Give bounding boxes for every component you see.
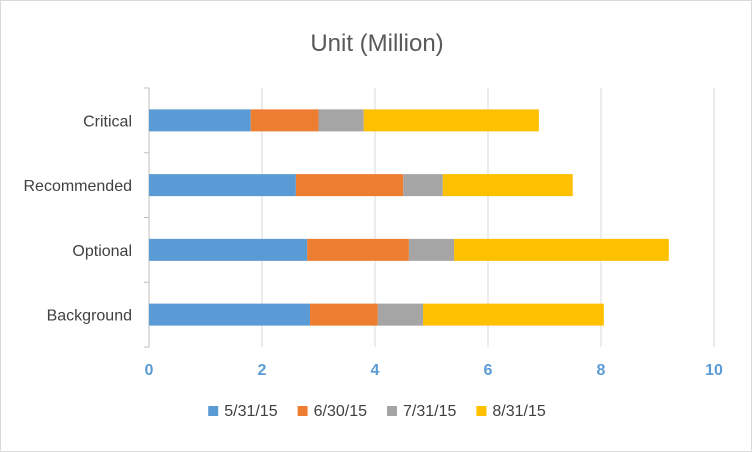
bar-optional-8-31-15 (454, 238, 669, 261)
x-tick-labels: 0 2 4 6 8 10 (145, 362, 723, 379)
bar-recommended-6-30-15 (295, 174, 404, 197)
legend-item-7-31-15: 7/31/15 (387, 403, 456, 420)
category-label-critical: Critical (83, 113, 132, 130)
bar-optional-5-31-15 (149, 238, 308, 261)
legend-item-8-31-15: 8/31/15 (476, 403, 546, 420)
legend-label-6-30-15: 6/30/15 (314, 403, 367, 420)
bar-recommended-8-31-15 (442, 174, 573, 197)
chart-title: Unit (Million) (310, 30, 443, 57)
category-label-background: Background (47, 308, 132, 325)
legend-label-8-31-15: 8/31/15 (492, 403, 545, 420)
bar-critical-6-30-15 (250, 109, 319, 132)
bar-critical-8-31-15 (363, 109, 539, 132)
legend-item-6-30-15: 6/30/15 (297, 403, 367, 420)
bar-critical-5-31-15 (149, 109, 251, 132)
x-tick-label-6: 6 (484, 362, 493, 379)
legend: 5/31/15 6/30/15 7/31/15 8/31/15 (208, 403, 546, 420)
bars (149, 109, 669, 326)
legend-item-5-31-15: 5/31/15 (208, 403, 278, 420)
category-axis (144, 87, 150, 348)
x-tick-label-2: 2 (258, 362, 267, 379)
category-label-recommended: Recommended (24, 178, 133, 195)
legend-swatch-6-30-15 (297, 406, 308, 416)
x-tick-label-8: 8 (597, 362, 606, 379)
bar-background-5-31-15 (149, 303, 311, 326)
legend-swatch-8-31-15 (476, 406, 487, 416)
legend-swatch-5-31-15 (208, 406, 219, 416)
bar-background-7-31-15 (377, 303, 424, 326)
legend-label-7-31-15: 7/31/15 (403, 403, 456, 420)
category-label-optional: Optional (72, 243, 132, 260)
bar-optional-6-30-15 (307, 238, 409, 261)
category-labels: Critical Recommended Optional Background (24, 113, 133, 324)
legend-label-5-31-15: 5/31/15 (224, 403, 277, 420)
x-tick-label-4: 4 (371, 362, 380, 379)
legend-swatch-7-31-15 (387, 406, 397, 416)
bar-optional-7-31-15 (408, 238, 455, 261)
bar-background-6-30-15 (310, 303, 378, 326)
bar-critical-7-31-15 (318, 109, 364, 132)
x-tick-label-10: 10 (705, 362, 723, 379)
bar-recommended-7-31-15 (403, 174, 443, 197)
bar-background-8-31-15 (423, 303, 604, 326)
bar-recommended-5-31-15 (149, 174, 296, 197)
x-tick-label-0: 0 (145, 362, 154, 379)
